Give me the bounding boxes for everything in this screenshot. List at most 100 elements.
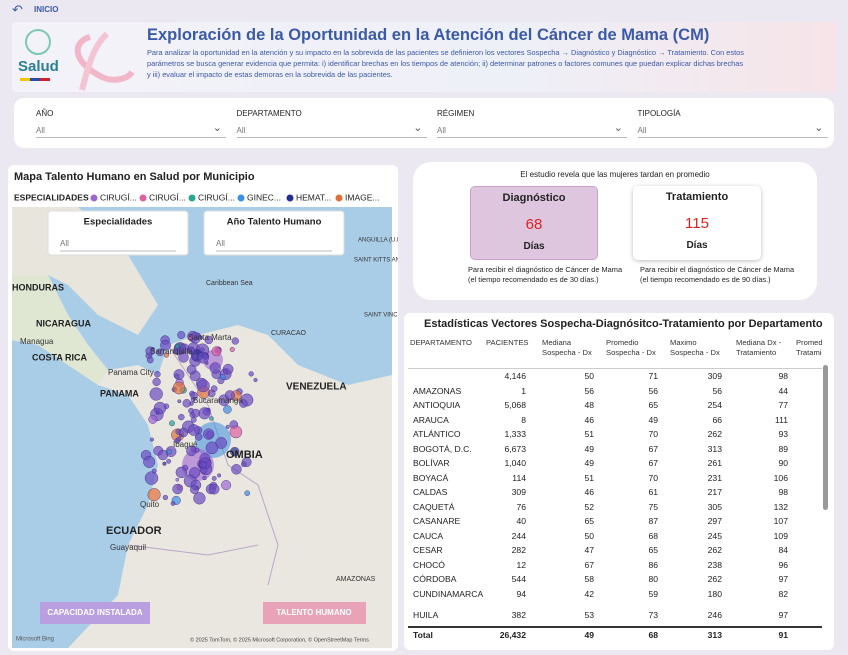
legend-swatch: [90, 194, 98, 202]
table-row: CHOCÓ 12 67 86 238 96: [408, 558, 822, 572]
map-dot: [209, 362, 221, 374]
cell: CASANARE: [413, 516, 461, 526]
legend-swatch: [286, 194, 294, 202]
logo: [20, 29, 135, 91]
cell: 48: [584, 400, 594, 410]
map-dot: [209, 416, 214, 421]
map-dot: [169, 420, 175, 427]
cell: 262: [707, 545, 722, 555]
summary-panel: El estudio revela que las mujeres tardan…: [413, 162, 817, 300]
map-dot: [153, 401, 167, 415]
map-dot: [154, 370, 161, 378]
cell: 44: [778, 385, 788, 396]
kpi-value: 115: [685, 215, 709, 232]
legend-swatch: [139, 194, 147, 202]
column-header: Mediana Sospecha - Dx: [542, 338, 592, 357]
column-header: Mediana Dx - Tratamiento: [736, 338, 782, 357]
map-dot: [225, 424, 230, 429]
cell: ARAUCA: [413, 414, 449, 425]
nav-button[interactable]: [263, 602, 366, 624]
cell: 109: [773, 530, 788, 541]
back-icon[interactable]: ↶: [12, 2, 23, 17]
map-dot: [152, 377, 161, 387]
nav-button[interactable]: [40, 602, 150, 624]
scrollbar[interactable]: [823, 365, 828, 510]
filter-label: TIPOLOGÍA: [637, 109, 681, 118]
cell: 309: [707, 371, 722, 381]
column-header: DEPARTAMENTO: [410, 338, 472, 347]
column-header: PACIENTES: [486, 338, 529, 347]
cell: 59: [648, 588, 658, 599]
map-label: Barranquilla: [150, 347, 193, 356]
slicer-select: All: [60, 239, 69, 248]
cell: 86: [648, 559, 658, 570]
cluster: [195, 422, 231, 458]
map-dot: [248, 371, 254, 377]
nav-button-label: TALENTO HUMANO: [276, 608, 351, 617]
cell: 67: [648, 443, 658, 454]
map-dot: [253, 377, 258, 382]
filter-select[interactable]: All: [236, 121, 427, 138]
cell: 313: [707, 630, 722, 640]
cell: 65: [584, 516, 594, 526]
map-dot: [211, 346, 222, 357]
kpi-title: Tratamiento: [665, 191, 729, 203]
table: DEPARTAMENTO PACIENTES Mediana Sospecha - …: [408, 334, 822, 646]
cell: 180: [707, 588, 722, 599]
cell: 5,068: [504, 400, 526, 410]
kpi-card: Diagnóstico 68 Días: [470, 186, 598, 260]
map-label: Ibagué: [173, 440, 198, 449]
filter-select[interactable]: All: [637, 121, 828, 138]
slicer-label: Año Talento Humano: [227, 217, 322, 228]
map-dot: [231, 464, 242, 475]
cell: 56: [584, 385, 594, 396]
kpi-unit: Días: [523, 241, 545, 252]
filter-select[interactable]: All: [437, 121, 627, 138]
table-row: HUILA 382 53 73 246 97: [408, 608, 822, 622]
map-label: Santa Marta: [188, 333, 232, 342]
map-dot: [221, 480, 232, 491]
map-dot: [223, 369, 229, 375]
kpi-title: Diagnóstico: [502, 192, 566, 204]
land: [12, 275, 108, 385]
map-dot: [170, 501, 176, 506]
cell: 254: [707, 400, 722, 410]
cell: 42: [584, 588, 594, 599]
map-dot: [202, 475, 207, 481]
map-dot: [196, 379, 210, 393]
filter-label: RÉGIMEN: [437, 109, 475, 118]
map-dot: [149, 387, 163, 401]
map-dot: [198, 407, 211, 420]
cell: 97: [778, 574, 788, 584]
cell: 84: [778, 545, 788, 555]
map: ESPECIALIDADES CIRUGÍ... CIRUGÍ... CIRUGÍ..…: [12, 192, 398, 648]
map-dot: [148, 414, 158, 424]
cell: 65: [648, 400, 658, 410]
legend-title: ESPECIALIDADES: [14, 192, 89, 202]
cell: 73: [648, 610, 658, 620]
map-dot: [163, 352, 170, 358]
cell: 94: [516, 588, 526, 599]
cell: HUILA: [413, 610, 439, 620]
cell: 52: [584, 501, 594, 512]
back-link[interactable]: INICIO: [34, 5, 59, 14]
map-label: OMBIA: [226, 449, 263, 461]
cell: 97: [778, 610, 788, 620]
cell: 382: [511, 610, 526, 620]
map-dot: [182, 399, 192, 408]
cell: 87: [648, 516, 658, 526]
legend-label: CIRUGÍ...: [149, 192, 186, 202]
cell: Total: [413, 630, 433, 640]
filter-label: DEPARTAMENTO: [236, 109, 302, 118]
cell: 49: [584, 443, 594, 454]
map-dot: [145, 346, 155, 356]
map-dot: [205, 441, 219, 455]
cell: 98: [778, 487, 788, 497]
map-label: Panama City: [108, 368, 154, 377]
map-dot: [175, 477, 180, 482]
cell: 47: [584, 545, 594, 555]
logo-text: Salud: [18, 58, 59, 75]
cell: 1: [521, 385, 526, 396]
filter-select[interactable]: All: [36, 121, 226, 138]
map-dot: [172, 381, 186, 395]
